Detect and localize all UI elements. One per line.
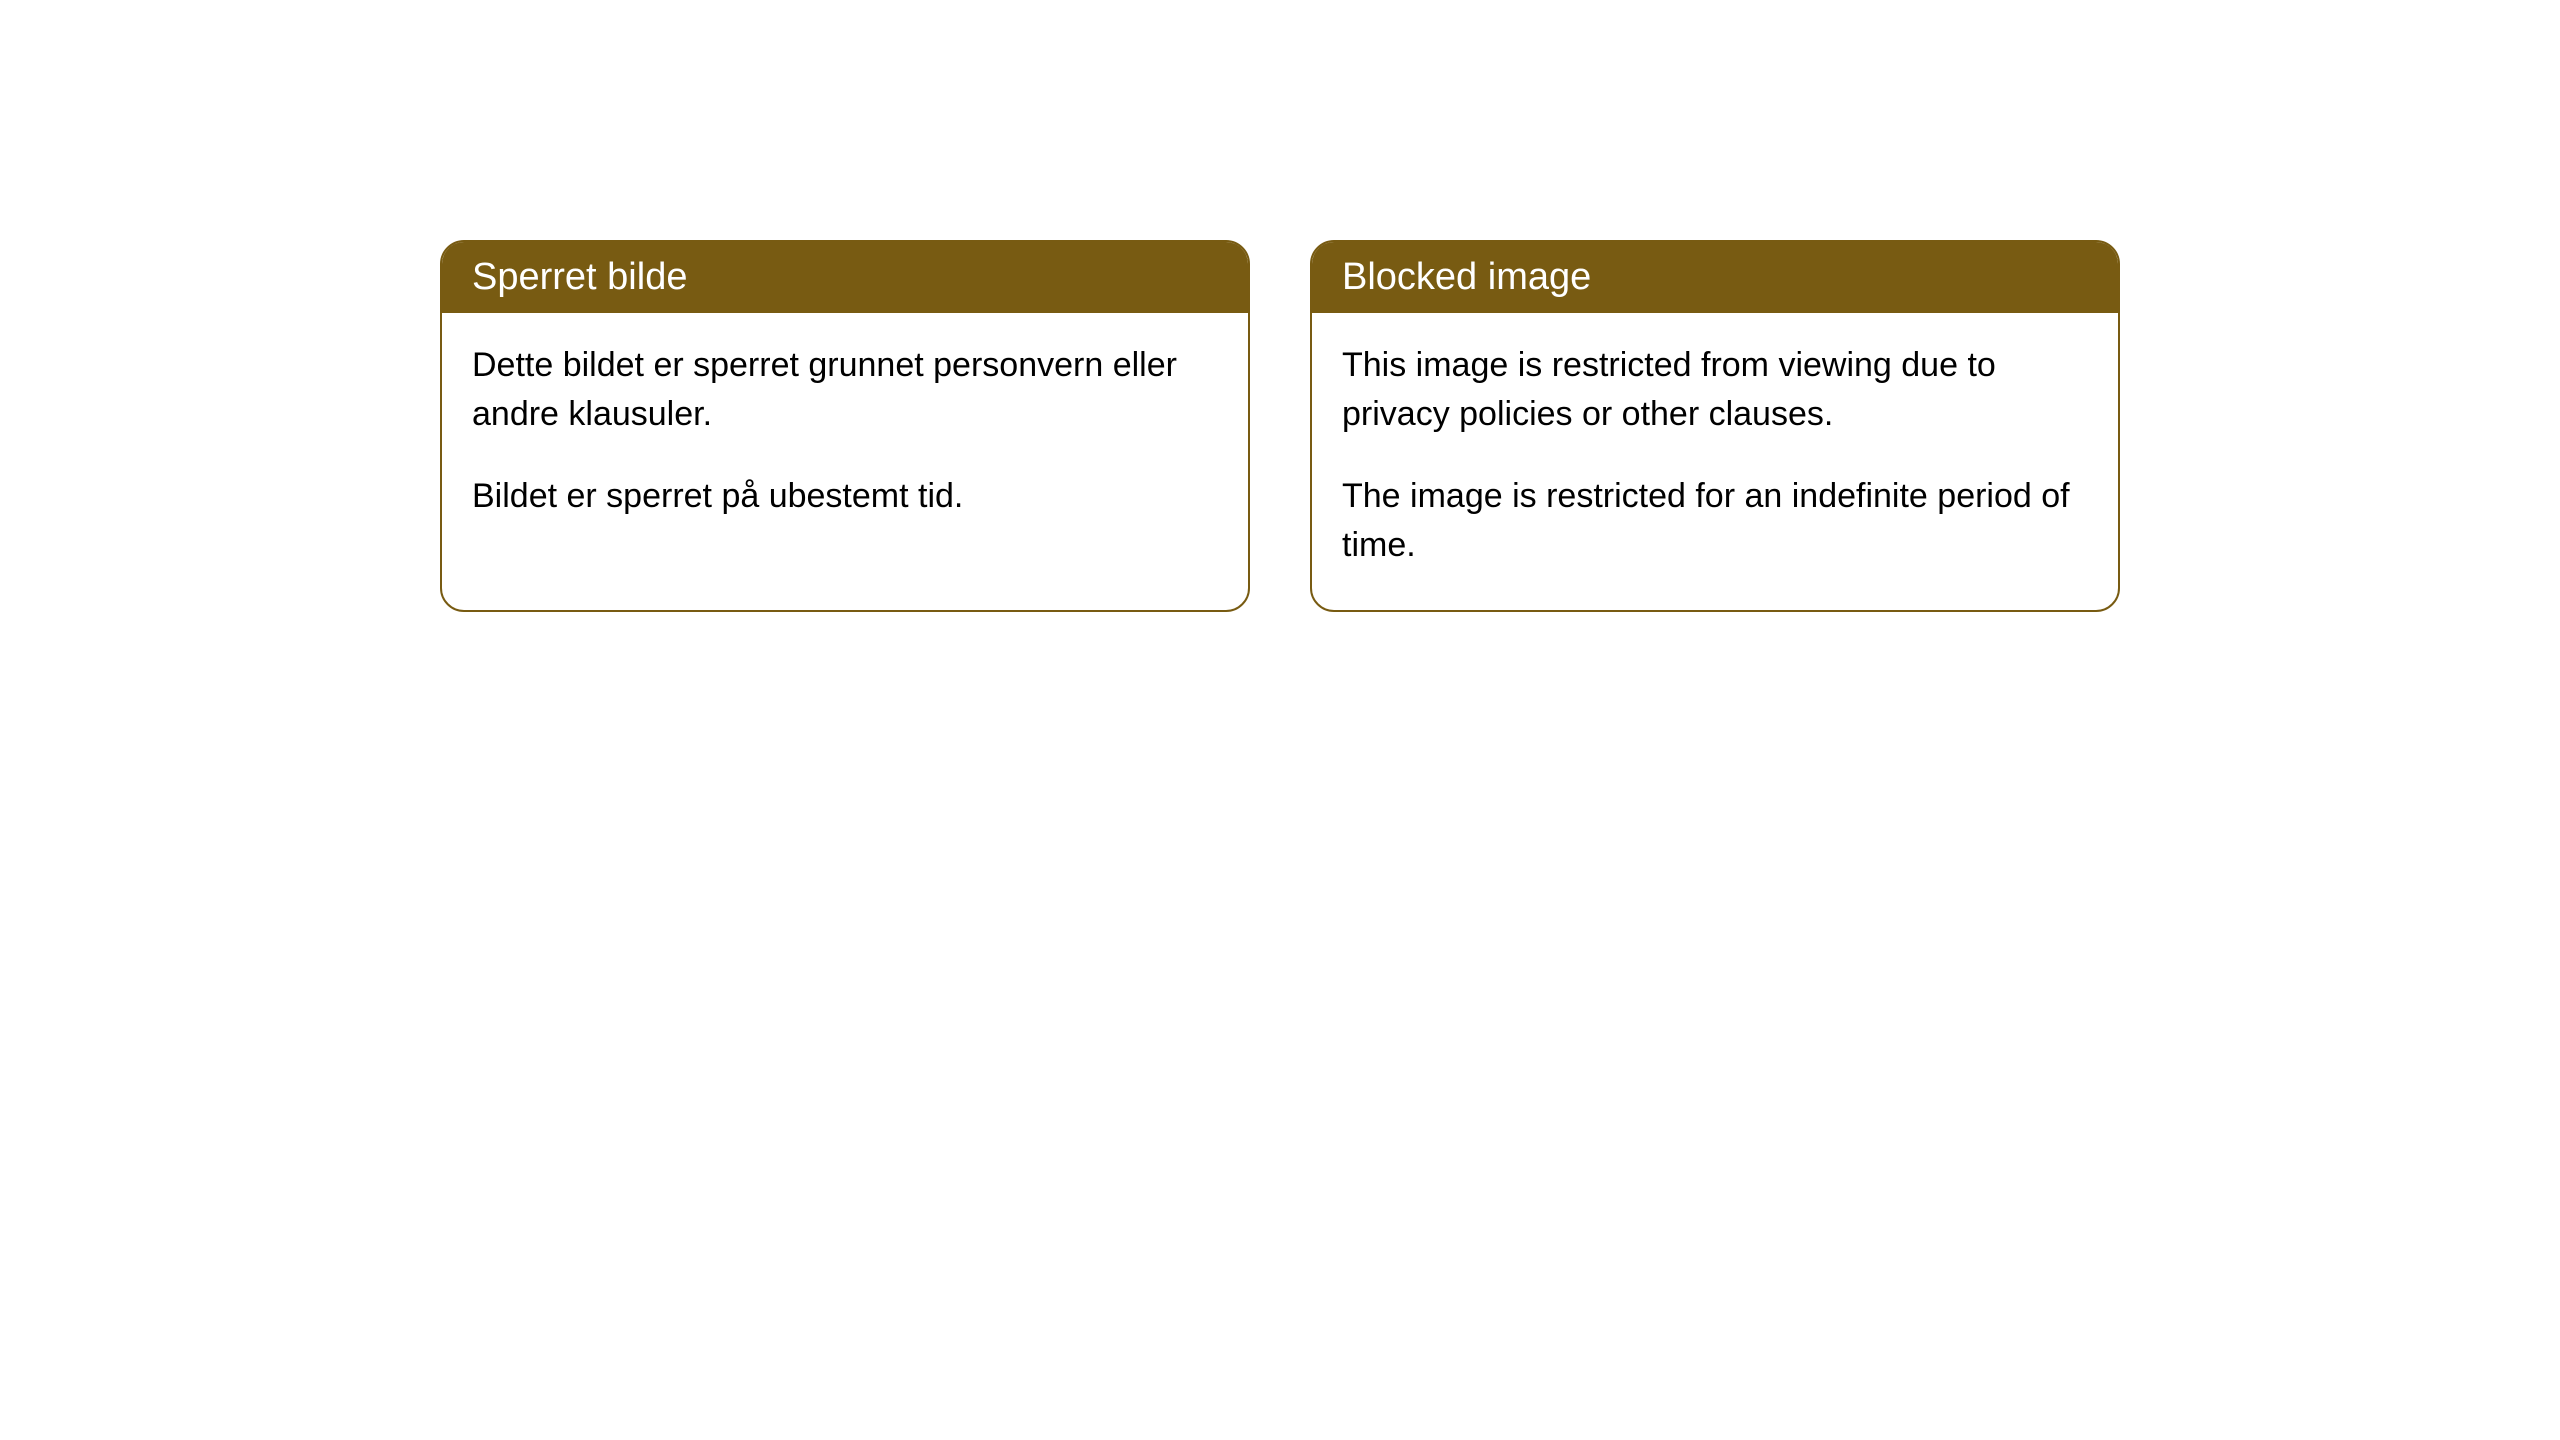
card-paragraph: Dette bildet er sperret grunnet personve… — [472, 341, 1218, 440]
card-header: Sperret bilde — [442, 242, 1248, 313]
notice-container: Sperret bilde Dette bildet er sperret gr… — [0, 240, 2560, 612]
card-title: Sperret bilde — [472, 256, 687, 298]
card-paragraph: Bildet er sperret på ubestemt tid. — [472, 472, 1218, 521]
card-body: This image is restricted from viewing du… — [1312, 313, 2118, 610]
card-header: Blocked image — [1312, 242, 2118, 313]
card-paragraph: The image is restricted for an indefinit… — [1342, 472, 2088, 571]
card-body: Dette bildet er sperret grunnet personve… — [442, 313, 1248, 561]
card-title: Blocked image — [1342, 256, 1591, 298]
notice-card-norwegian: Sperret bilde Dette bildet er sperret gr… — [440, 240, 1250, 612]
notice-card-english: Blocked image This image is restricted f… — [1310, 240, 2120, 612]
card-paragraph: This image is restricted from viewing du… — [1342, 341, 2088, 440]
